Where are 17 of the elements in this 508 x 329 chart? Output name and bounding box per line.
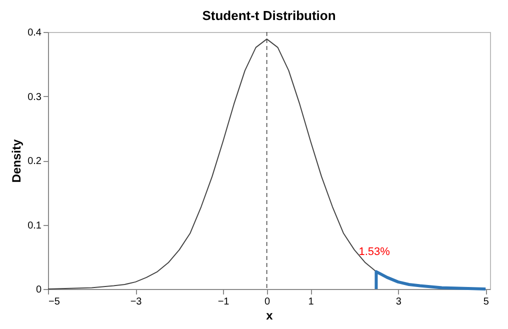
y-tick-label: 0.3 — [28, 92, 42, 103]
y-tick-label: 0 — [36, 284, 42, 296]
x-tick-label: 1 — [308, 296, 314, 308]
x-tick-label: −3 — [130, 296, 142, 308]
x-tick-label: −5 — [48, 296, 60, 308]
x-tick-label: −1 — [218, 296, 230, 308]
y-axis-title: Density — [10, 139, 24, 183]
chart-title: Student-t Distribution — [202, 8, 336, 23]
x-tick-label: 5 — [483, 296, 490, 308]
x-tick-label: 3 — [396, 296, 402, 308]
y-tick-label: 0.1 — [28, 220, 42, 232]
x-tick-label: 0 — [264, 296, 271, 308]
y-tick-label: 0.4 — [28, 28, 42, 38]
line-series — [374, 270, 488, 290]
x-axis-title: x — [266, 308, 274, 322]
y-tick-label: 0.2 — [28, 156, 42, 167]
annotation: 1.53% — [358, 246, 390, 258]
